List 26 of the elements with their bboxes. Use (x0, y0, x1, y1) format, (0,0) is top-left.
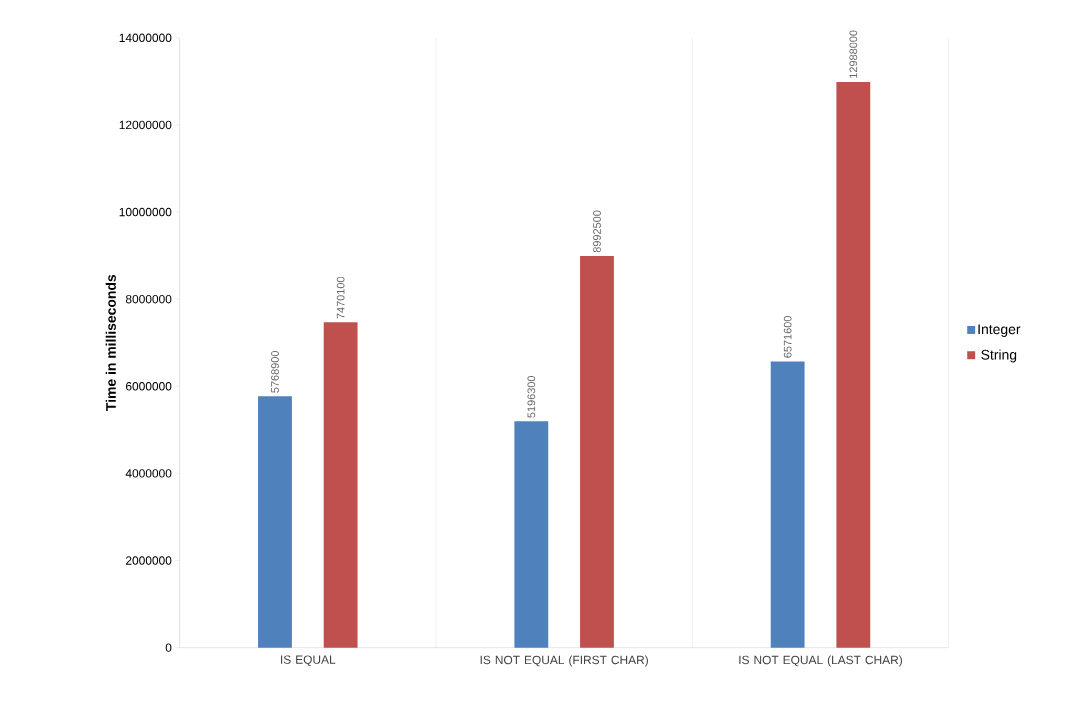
legend-label: Integer (978, 324, 1021, 337)
y-tick-label: 10000000 (119, 207, 172, 217)
y-tick-label: 12000000 (119, 120, 172, 129)
data-label: 5196300 (527, 375, 536, 418)
data-label: 7470100 (336, 276, 345, 319)
x-tick-label: IS NOT EQUAL (LAST CHAR) (739, 655, 902, 667)
bar (770, 361, 805, 648)
y-tick-label: 6000000 (126, 381, 172, 391)
y-tick-label: 0 (165, 643, 172, 652)
y-tick-label: 14000000 (119, 33, 172, 42)
legend-label: String (981, 349, 1017, 363)
y-axis-title: Time in milliseconds (105, 274, 116, 411)
data-label: 8992500 (593, 210, 601, 253)
bar (514, 421, 549, 648)
data-label: 6571600 (783, 315, 792, 358)
bar (258, 396, 292, 648)
bar (836, 81, 871, 648)
bar (580, 255, 614, 648)
bar (323, 322, 358, 648)
x-tick-label: IS NOT EQUAL (FIRST CHAR) (480, 655, 648, 667)
data-label: 5768900 (271, 350, 279, 393)
data-label: 12988000 (849, 30, 858, 78)
x-tick-label: IS EQUAL (281, 655, 336, 666)
y-tick-label: 2000000 (125, 556, 172, 565)
y-tick-label: 4000000 (125, 469, 172, 478)
y-tick-label: 8000000 (125, 294, 172, 304)
